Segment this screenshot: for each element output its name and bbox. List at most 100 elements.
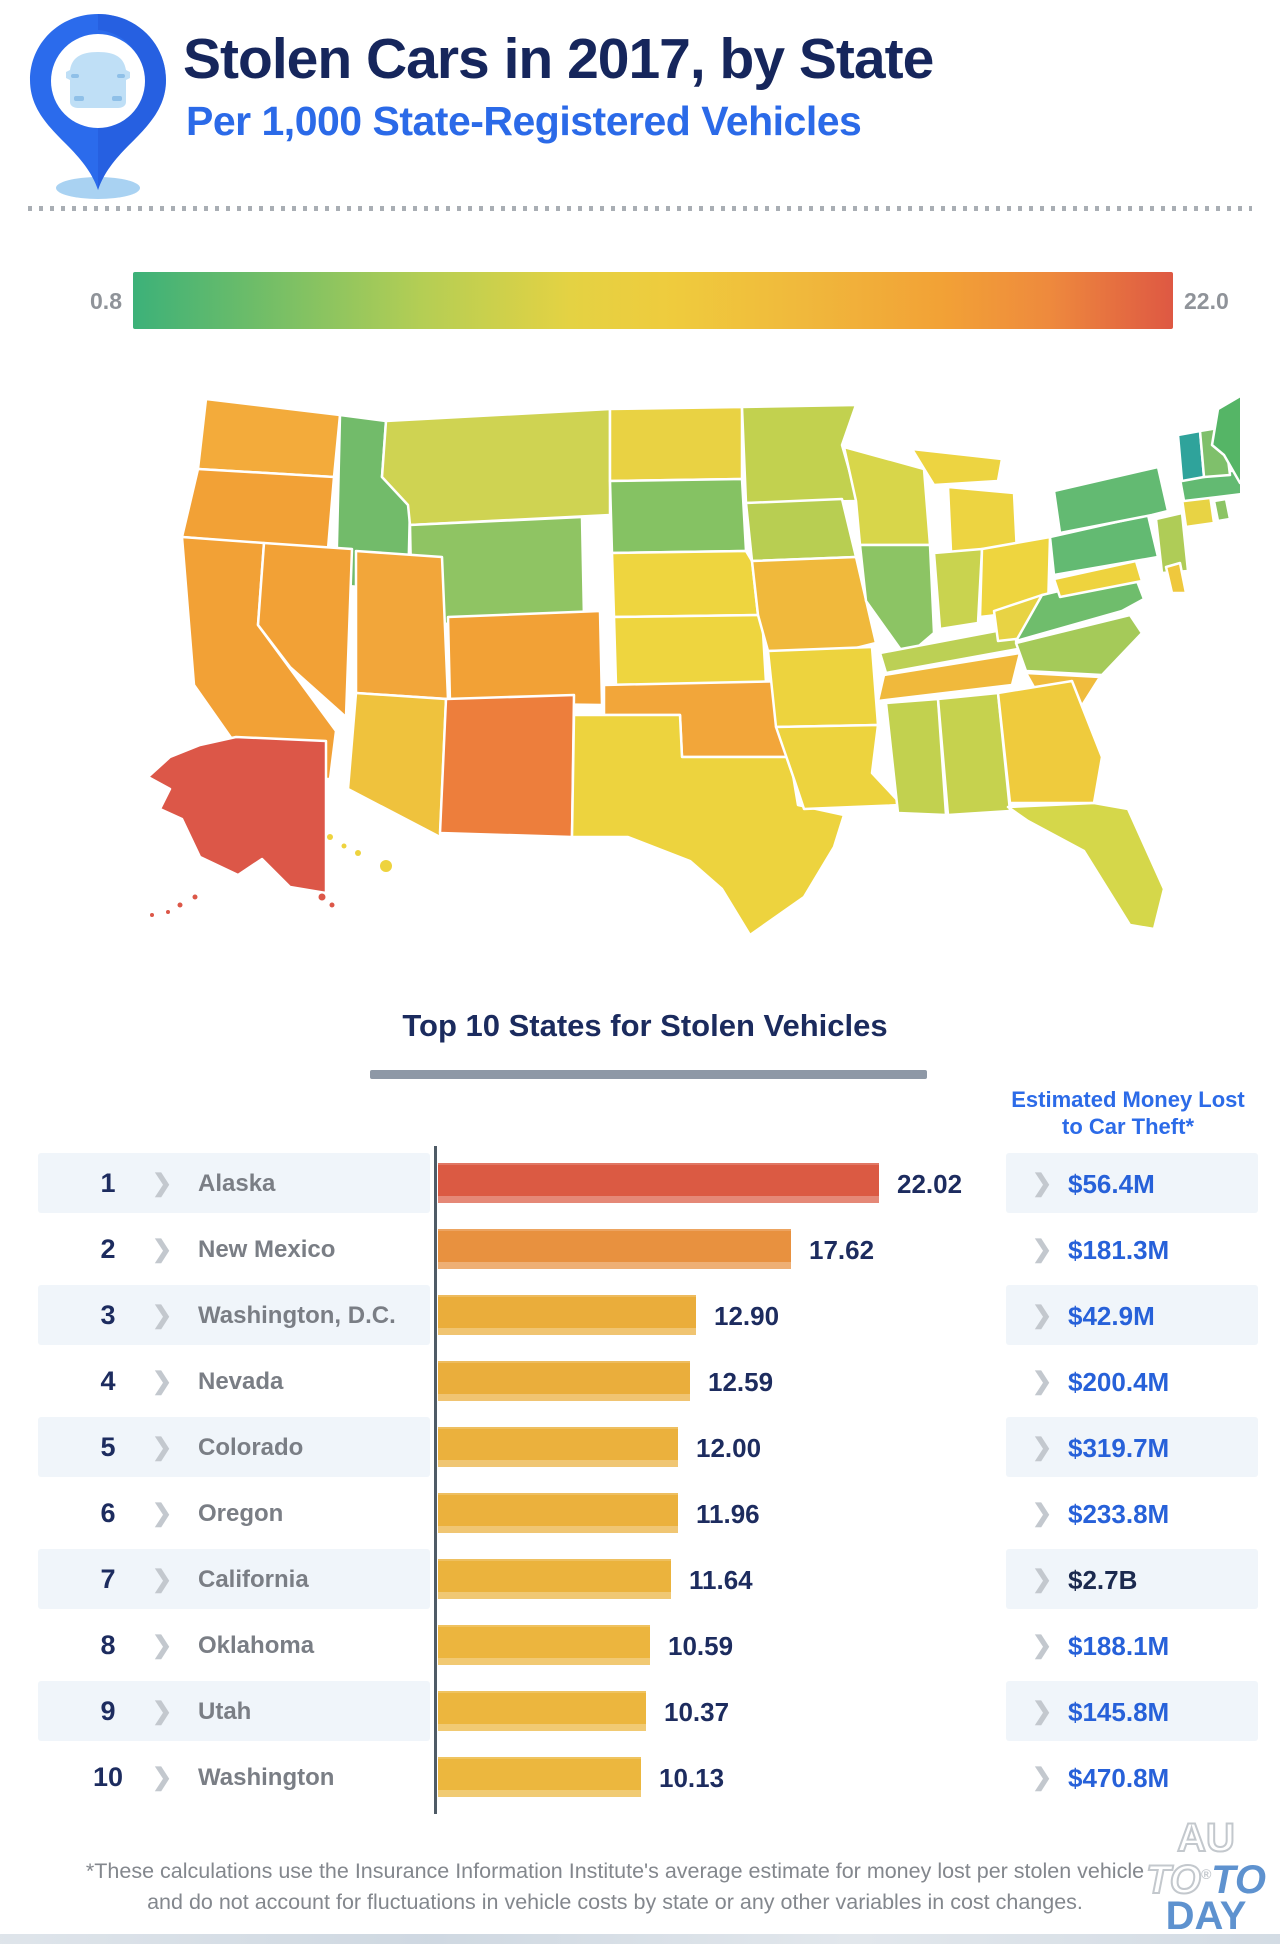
chevron-right-icon: ❯: [1032, 1368, 1053, 1395]
map-island-ak: [150, 913, 154, 917]
chevron-right-icon: ❯: [1032, 1764, 1053, 1791]
map-state-mt: [380, 407, 612, 527]
value-label: 12.90: [714, 1301, 780, 1331]
money-lost-label: $188.1M: [1068, 1631, 1170, 1661]
money-lost-label: $233.8M: [1068, 1499, 1170, 1529]
top10-title: Top 10 States for Stolen Vehicles: [402, 1008, 888, 1043]
map-island-hi: [327, 834, 333, 840]
rank-label: 5: [100, 1432, 116, 1462]
map-state-nj: [1154, 511, 1190, 575]
money-lost-label: $470.8M: [1068, 1763, 1170, 1793]
map-state-nv: [256, 541, 354, 719]
state-name-label: California: [198, 1566, 309, 1593]
value-bar: [438, 1559, 671, 1599]
chevron-right-icon: ❯: [152, 1632, 173, 1659]
map-state-sd: [608, 477, 748, 555]
money-lost-label: $181.3M: [1068, 1235, 1170, 1265]
watermark-line3: DAY: [1165, 1894, 1247, 1938]
money-lost-label: $56.4M: [1068, 1169, 1155, 1199]
map-state-or: [180, 467, 336, 551]
map-state-ar: [766, 645, 880, 729]
row-money-background: [1006, 1549, 1258, 1609]
rank-label: 4: [100, 1366, 116, 1396]
state-name-label: Oklahoma: [198, 1632, 315, 1659]
table-row: 9 ❯ Utah 10.37 ❯ $145.8M: [0, 1681, 1280, 1741]
top10-rows: 1 ❯ Alaska 22.02 ❯ $56.4M 2 ❯ New Mexico 17.62 ❯ $1…: [0, 1153, 1280, 1813]
legend-gradient-bar: [133, 272, 1173, 329]
value-label: 10.13: [659, 1763, 725, 1793]
chevron-right-icon: ❯: [152, 1500, 173, 1527]
row-label-background: [38, 1549, 430, 1609]
map-state-ne: [610, 549, 760, 619]
map-state-ia: [744, 497, 858, 563]
value-bar: [438, 1295, 696, 1335]
value-bar: [438, 1625, 650, 1665]
value-label: 10.37: [664, 1697, 730, 1727]
table-row: 7 ❯ California 11.64 ❯ $2.7B: [0, 1549, 1280, 1609]
page-subtitle: Per 1,000 State-Registered Vehicles: [186, 98, 862, 144]
rank-label: 6: [100, 1498, 116, 1528]
map-state-ms: [884, 697, 948, 817]
map-state-ak: [146, 735, 328, 895]
map-state-nm: [438, 693, 576, 839]
footnote: *These calculations use the Insurance In…: [85, 1859, 1145, 1914]
chevron-right-icon: ❯: [152, 1368, 173, 1395]
chevron-right-icon: ❯: [1032, 1566, 1053, 1593]
rank-label: 3: [100, 1300, 116, 1330]
chevron-right-icon: ❯: [1032, 1500, 1053, 1527]
money-lost-label: $319.7M: [1068, 1433, 1170, 1463]
chevron-right-icon: ❯: [1032, 1434, 1053, 1461]
legend-max-label: 22.0: [1184, 288, 1229, 314]
state-name-label: Utah: [198, 1698, 252, 1725]
table-row: 8 ❯ Oklahoma 10.59 ❯ $188.1M: [0, 1615, 1280, 1675]
chevron-right-icon: ❯: [152, 1302, 173, 1329]
chevron-right-icon: ❯: [152, 1236, 173, 1263]
map-state-wa: [196, 397, 342, 479]
map-state-co: [446, 609, 604, 707]
chevron-right-icon: ❯: [1032, 1170, 1053, 1197]
value-label: 12.59: [708, 1367, 774, 1397]
chevron-right-icon: ❯: [152, 1170, 173, 1197]
map-state-mn: [740, 403, 860, 505]
value-bar: [438, 1691, 646, 1731]
page-title: Stolen Cars in 2017, by State: [183, 27, 934, 91]
map-state-wi: [842, 445, 932, 547]
value-label: 10.59: [668, 1631, 734, 1661]
row-label-background: [38, 1285, 430, 1345]
value-label: 22.02: [897, 1169, 963, 1199]
value-label: 11.64: [689, 1565, 753, 1595]
map-island-ak: [295, 868, 301, 874]
money-lost-label: $145.8M: [1068, 1697, 1170, 1727]
money-lost-label: $200.4M: [1068, 1367, 1170, 1397]
map-state-ri: [1212, 497, 1232, 523]
watermark-line1: AU: [1176, 1816, 1236, 1860]
top10-title-underline: [370, 1070, 927, 1079]
state-name-label: Colorado: [198, 1434, 304, 1461]
map-island-ak: [166, 910, 170, 914]
row-label-background: [38, 1153, 430, 1213]
money-lost-label: $2.7B: [1068, 1565, 1138, 1595]
us-map-svg: [146, 393, 1262, 937]
rank-label: 10: [92, 1762, 124, 1792]
row-money-background: [1006, 1417, 1258, 1477]
chevron-right-icon: ❯: [1032, 1632, 1053, 1659]
value-bar: [438, 1361, 690, 1401]
map-state-de: [1164, 561, 1188, 595]
map-state-ny: [1052, 465, 1170, 535]
money-header-line2: to Car Theft*: [1062, 1114, 1194, 1139]
chevron-right-icon: ❯: [152, 1698, 173, 1725]
map-state-ga: [996, 679, 1104, 805]
table-row: 5 ❯ Colorado 12.00 ❯ $319.7M: [0, 1417, 1280, 1477]
value-bar: [438, 1493, 678, 1533]
money-column-header: Estimated Money Lost to Car Theft*: [1000, 1086, 1256, 1140]
chevron-right-icon: ❯: [1032, 1302, 1053, 1329]
chevron-right-icon: ❯: [152, 1764, 173, 1791]
table-row: 2 ❯ New Mexico 17.62 ❯ $181.3M: [0, 1219, 1280, 1279]
bar-chart-axis-line: [434, 1146, 437, 1814]
rank-label: 9: [100, 1696, 116, 1726]
value-label: 17.62: [809, 1235, 875, 1265]
money-header-line1: Estimated Money Lost: [1011, 1087, 1245, 1112]
map-state-md: [1052, 559, 1144, 599]
map-island-ak: [329, 902, 335, 908]
